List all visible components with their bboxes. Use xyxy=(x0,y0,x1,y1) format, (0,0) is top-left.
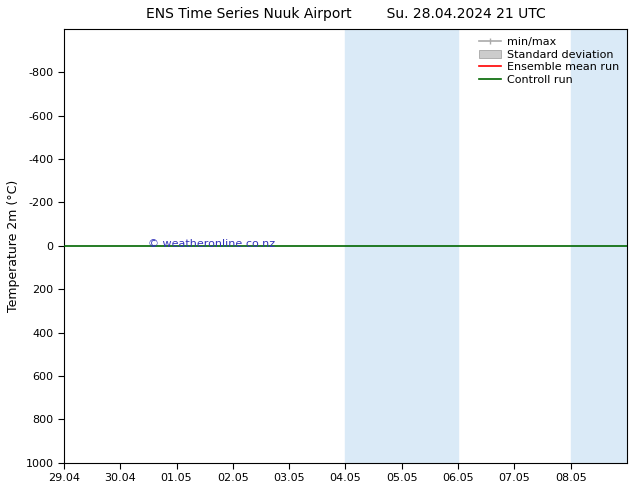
Bar xyxy=(402,29,458,463)
Y-axis label: Temperature 2m (°C): Temperature 2m (°C) xyxy=(7,180,20,312)
Title: ENS Time Series Nuuk Airport        Su. 28.04.2024 21 UTC: ENS Time Series Nuuk Airport Su. 28.04.2… xyxy=(146,7,545,21)
Legend: min/max, Standard deviation, Ensemble mean run, Controll run: min/max, Standard deviation, Ensemble me… xyxy=(477,35,621,87)
Bar xyxy=(571,29,634,463)
Bar xyxy=(346,29,402,463)
Text: © weatheronline.co.nz: © weatheronline.co.nz xyxy=(148,239,276,249)
